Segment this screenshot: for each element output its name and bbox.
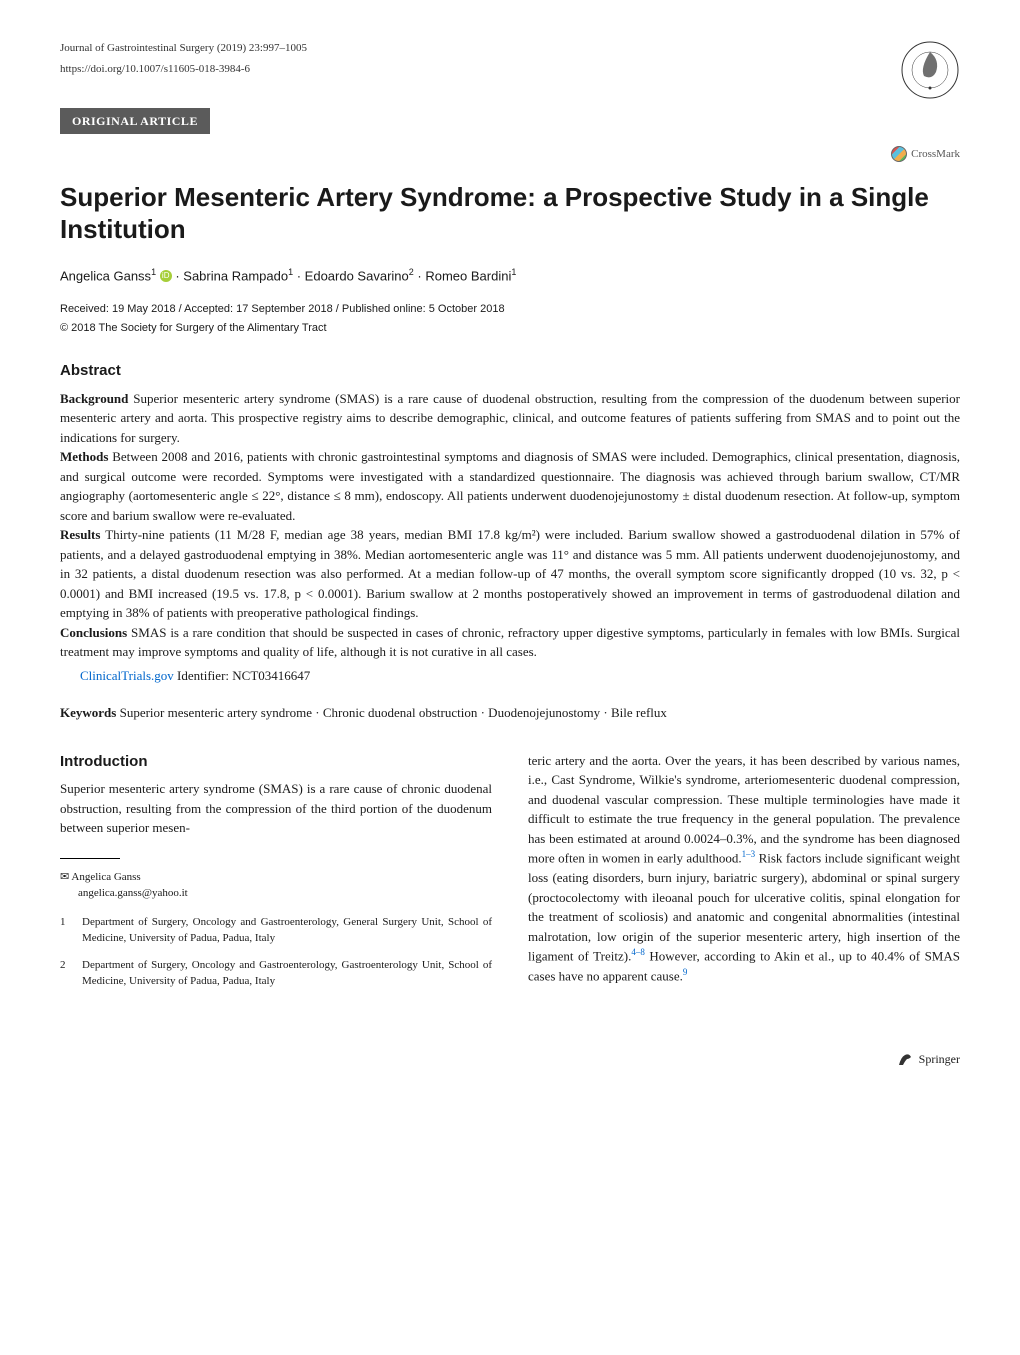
background-text: Superior mesenteric artery syndrome (SMA… <box>60 391 960 445</box>
column-right: teric artery and the aorta. Over the yea… <box>528 751 960 1000</box>
background-label: Background <box>60 391 128 406</box>
ref-9[interactable]: 9 <box>683 967 688 977</box>
article-title: Superior Mesenteric Artery Syndrome: a P… <box>60 181 960 246</box>
envelope-icon: ✉ <box>60 871 69 883</box>
author-4: Romeo Bardini <box>425 268 511 283</box>
article-type-bar: ORIGINAL ARTICLE <box>60 108 210 134</box>
affil-1-num: 1 <box>60 914 72 947</box>
conclusions-label: Conclusions <box>60 625 127 640</box>
keywords-label: Keywords <box>60 705 116 720</box>
methods-label: Methods <box>60 449 108 464</box>
author-2: Sabrina Rampado <box>183 268 288 283</box>
conclusions-text: SMAS is a rare condition that should be … <box>60 625 960 660</box>
methods-text: Between 2008 and 2016, patients with chr… <box>60 449 960 523</box>
introduction-heading: Introduction <box>60 751 492 774</box>
affiliation-1: 1 Department of Surgery, Oncology and Ga… <box>60 914 492 947</box>
affiliations-list: 1 Department of Surgery, Oncology and Ga… <box>60 914 492 990</box>
trial-identifier: Identifier: NCT03416647 <box>174 668 310 683</box>
correspondence-block: ✉ Angelica Ganss angelica.ganss@yahoo.it <box>60 869 492 902</box>
authors-line: Angelica Ganss1 iD · Sabrina Rampado1 · … <box>60 266 960 286</box>
author-1: Angelica Ganss <box>60 268 151 283</box>
body-two-column: Introduction Superior mesenteric artery … <box>60 751 960 1000</box>
abstract-heading: Abstract <box>60 360 960 383</box>
doi-line[interactable]: https://doi.org/10.1007/s11605-018-3984-… <box>60 61 307 78</box>
intro-para-left: Superior mesenteric artery syndrome (SMA… <box>60 779 492 838</box>
affil-2-text: Department of Surgery, Oncology and Gast… <box>82 957 492 990</box>
ref-4-8[interactable]: 4–8 <box>631 947 645 957</box>
clinicaltrials-link[interactable]: ClinicalTrials.gov <box>80 668 174 683</box>
page-footer: Springer <box>60 1050 960 1068</box>
keywords-line: Keywords Superior mesenteric artery synd… <box>60 703 960 723</box>
ref-1-3[interactable]: 1–3 <box>742 849 756 859</box>
springer-horse-icon <box>897 1051 913 1067</box>
ssat-logo-icon <box>900 40 960 100</box>
publisher-name: Springer <box>919 1050 960 1068</box>
footnote-divider <box>60 858 120 859</box>
affiliation-2: 2 Department of Surgery, Oncology and Ga… <box>60 957 492 990</box>
corr-author-name: Angelica Ganss <box>71 871 140 883</box>
journal-line: Journal of Gastrointestinal Surgery (201… <box>60 40 307 57</box>
crossmark-icon <box>891 146 907 162</box>
column-left: Introduction Superior mesenteric artery … <box>60 751 492 1000</box>
results-label: Results <box>60 527 100 542</box>
orcid-icon[interactable]: iD <box>160 270 172 282</box>
intro-para-right: teric artery and the aorta. Over the yea… <box>528 751 960 986</box>
publication-dates: Received: 19 May 2018 / Accepted: 17 Sep… <box>60 301 960 318</box>
author-3: Edoardo Savarino <box>305 268 409 283</box>
journal-meta: Journal of Gastrointestinal Surgery (201… <box>60 40 307 97</box>
crossmark-label: CrossMark <box>911 146 960 163</box>
corr-author-email[interactable]: angelica.ganss@yahoo.it <box>78 887 188 899</box>
abstract-body: Background Superior mesenteric artery sy… <box>60 389 960 686</box>
affil-1-text: Department of Surgery, Oncology and Gast… <box>82 914 492 947</box>
keywords-text: Superior mesenteric artery syndrome · Ch… <box>116 705 667 720</box>
results-text: Thirty-nine patients (11 M/28 F, median … <box>60 527 960 620</box>
crossmark-badge[interactable]: CrossMark <box>60 146 960 163</box>
affil-2-num: 2 <box>60 957 72 990</box>
society-logo <box>900 40 960 100</box>
copyright-line: © 2018 The Society for Surgery of the Al… <box>60 320 960 337</box>
top-header-row: Journal of Gastrointestinal Surgery (201… <box>60 40 960 100</box>
